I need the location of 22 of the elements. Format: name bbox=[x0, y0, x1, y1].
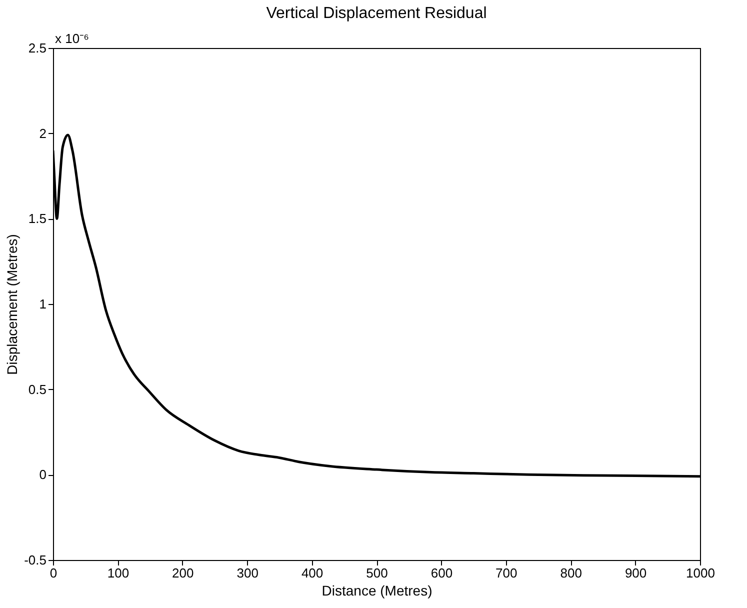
x-axis-title: Distance (Metres) bbox=[322, 582, 432, 598]
x-tick-label: 200 bbox=[172, 566, 194, 580]
y-tick-label: 1 bbox=[39, 296, 46, 312]
text: x 10⁻⁶ bbox=[55, 31, 89, 46]
x-tick-label: 900 bbox=[624, 566, 647, 580]
y-tick-label: 2.5 bbox=[28, 40, 46, 56]
y-axis-title: Displacement (Metres) bbox=[4, 234, 20, 375]
x-tick-label: 500 bbox=[366, 566, 388, 580]
y-tick-label: 0.5 bbox=[28, 382, 46, 397]
x-tick-label: 0 bbox=[50, 566, 58, 580]
x-tick-label: 800 bbox=[560, 566, 582, 580]
x-tick-label: 300 bbox=[236, 566, 258, 580]
x-tick-label: 1000 bbox=[686, 566, 715, 580]
y-tick-label: -0.5 bbox=[24, 552, 46, 568]
y-tick-label: 2 bbox=[39, 126, 46, 141]
x-tick-label: 400 bbox=[301, 566, 324, 580]
x-tick-label: 600 bbox=[430, 566, 453, 580]
y-tick-label: 0 bbox=[39, 467, 46, 482]
y-tick-label: 1.5 bbox=[28, 211, 46, 226]
chart-title: Vertical Displacement Residual bbox=[266, 5, 487, 22]
x-tick-label: 700 bbox=[496, 566, 518, 580]
x-tick-label: 100 bbox=[107, 566, 130, 580]
